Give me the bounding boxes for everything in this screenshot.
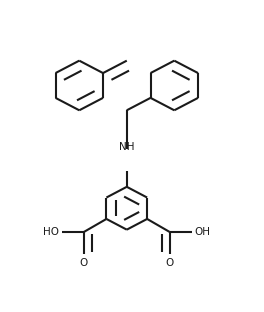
Text: OH: OH (195, 227, 211, 237)
Text: O: O (166, 258, 174, 268)
Text: O: O (80, 258, 88, 268)
Text: HO: HO (43, 227, 59, 237)
Text: NH: NH (119, 142, 135, 152)
